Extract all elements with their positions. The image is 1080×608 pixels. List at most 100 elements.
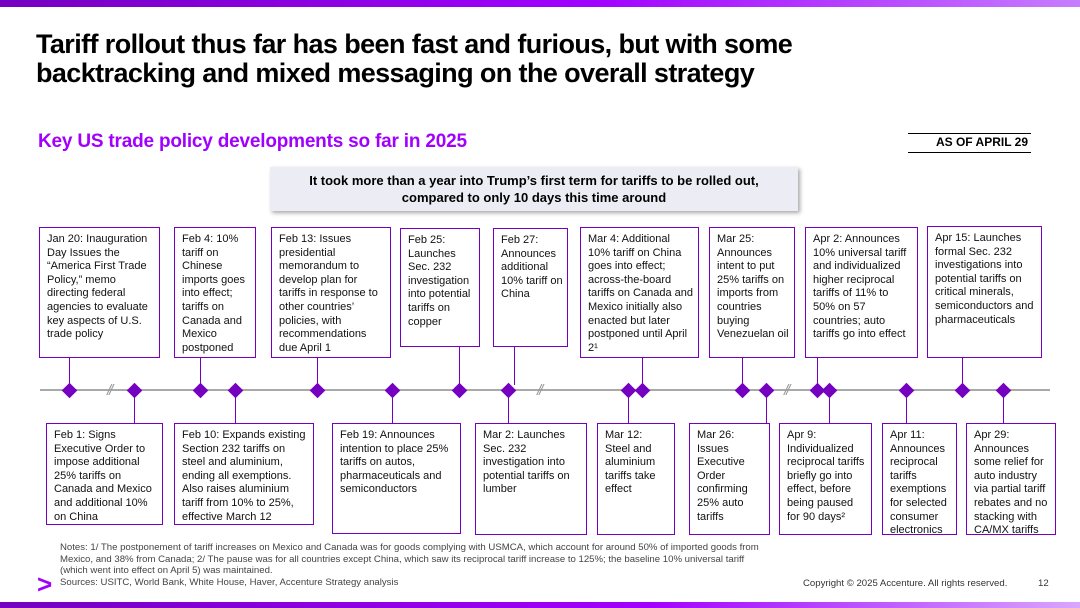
event-card-mar26: Mar 26: Issues Executive Order confirmin…: [689, 423, 770, 535]
event-text: Announces intent to put 25% tariffs on i…: [717, 246, 789, 341]
event-date: Feb 4:: [182, 233, 217, 245]
timeline-marker: [995, 382, 1012, 399]
event-card-feb10: Feb 10: Expands existing Section 232 tar…: [174, 423, 314, 525]
connector-line: [766, 395, 767, 423]
event-text: Launches Sec. 232 investigation into pot…: [483, 429, 570, 496]
event-date: Feb 25:: [408, 234, 446, 246]
event-text: Launches Sec. 232 investigation into pot…: [408, 247, 471, 328]
accenture-logo-icon: >: [37, 569, 53, 599]
connector-line: [628, 395, 629, 423]
timeline-break: //: [107, 382, 114, 399]
timeline-marker: [61, 382, 78, 399]
event-text: Announces some relief for auto industry …: [974, 442, 1048, 535]
event-card-mar12: Mar 12: Steel and aluminium tariffs take…: [597, 423, 675, 535]
connector-line: [962, 358, 963, 385]
connector-line: [235, 395, 236, 423]
timeline-marker: [500, 382, 517, 399]
event-card-feb13: Feb 13: Issues presidential memorandum t…: [271, 227, 391, 358]
connector-line: [134, 395, 135, 423]
timeline-axis: [40, 389, 1050, 391]
event-date: Apr 29:: [974, 429, 1010, 441]
event-date: Feb 19:: [340, 429, 380, 441]
event-date: Apr 15:: [935, 232, 974, 244]
event-date: Apr 9:: [787, 429, 817, 441]
connector-line: [508, 395, 509, 423]
event-card-feb27: Feb 27: Announces additional 10% tariff …: [493, 228, 568, 347]
slide-title: Tariff rollout thus far has been fast an…: [36, 29, 793, 88]
timeline-marker: [954, 382, 971, 399]
event-text: Individualized reciprocal tariffs briefl…: [787, 442, 865, 523]
event-card-mar2: Mar 2: Launches Sec. 232 investigation i…: [475, 423, 587, 535]
connector-line: [1003, 395, 1004, 423]
connector-line: [742, 358, 743, 385]
timeline-break: //: [784, 382, 791, 399]
note-line: Notes: 1/ The postponement of tariff inc…: [60, 542, 759, 553]
event-card-feb19: Feb 19: Announces intention to place 25%…: [332, 423, 461, 534]
event-card-apr29: Apr 29: Announces some relief for auto i…: [966, 423, 1056, 535]
event-card-feb4: Feb 4: 10% tariff on Chinese imports goe…: [174, 227, 256, 358]
connector-line: [69, 358, 70, 385]
connector-line: [829, 395, 830, 423]
event-text: Announces intention to place 25% tariffs…: [340, 429, 449, 496]
timeline-marker: [821, 382, 838, 399]
top-accent-bar: [0, 0, 1080, 7]
timeline-marker: [634, 382, 651, 399]
event-date: Mar 25:: [717, 233, 755, 245]
timeline-marker: [451, 382, 468, 399]
event-date: Mar 12:: [605, 429, 643, 441]
event-text: Issues the “America First Trade Policy,”…: [47, 246, 148, 341]
connector-line: [392, 395, 393, 423]
event-date: Feb 27:: [501, 234, 539, 246]
event-text: Launches formal Sec. 232 investigations …: [935, 232, 1034, 326]
event-date: Jan 20: Inauguration Day: [47, 233, 148, 259]
timeline-marker: [227, 382, 244, 399]
event-card-apr9: Apr 9: Individualized reciprocal tariffs…: [779, 423, 872, 535]
footnotes: Notes: 1/ The postponement of tariff inc…: [60, 542, 880, 588]
callout-line-2: compared to only 10 days this time aroun…: [401, 190, 667, 205]
timeline-marker: [192, 382, 209, 399]
event-date: Mar 4:: [588, 233, 622, 245]
event-text: 10% tariff on Chinese imports goes into …: [182, 233, 245, 354]
event-card-mar25: Mar 25: Announces intent to put 25% tari…: [709, 227, 795, 358]
event-card-jan20: Jan 20: Inauguration Day Issues the “Ame…: [39, 227, 160, 358]
event-text: Additional 10% tariff on China goes into…: [588, 233, 693, 354]
note-line: (which went into effect on April 5) was …: [60, 565, 273, 576]
event-text: Announces additional 10% tariff on China: [501, 247, 563, 301]
sources-line: Sources: USITC, World Bank, White House,…: [60, 576, 399, 588]
event-date: Feb 10:: [182, 429, 223, 441]
connector-line: [514, 347, 515, 385]
section-subtitle: Key US trade policy developments so far …: [38, 131, 467, 152]
timeline-marker: [309, 382, 326, 399]
event-text: Steel and aluminium tariffs take effect: [605, 442, 656, 496]
event-card-mar4: Mar 4: Additional 10% tariff on China go…: [580, 227, 699, 358]
copyright: Copyright © 2025 Accenture. All rights r…: [803, 578, 1008, 589]
event-text: Announces 10% universal tariff and indiv…: [813, 233, 907, 341]
event-text: Signs Executive Order to impose addition…: [54, 429, 152, 523]
event-card-apr11: Apr 11: Announces reciprocal tariffs exe…: [882, 423, 957, 535]
event-date: Feb 13:: [279, 233, 320, 245]
callout-line-1: It took more than a year into Trump’s fi…: [309, 173, 759, 188]
event-date: Mar 2:: [483, 429, 518, 441]
connector-line: [642, 358, 643, 385]
connector-line: [200, 358, 201, 385]
connector-line: [317, 358, 318, 385]
timeline-marker: [898, 382, 915, 399]
bottom-accent-bar: [0, 602, 1080, 608]
event-text: Expands existing Section 232 tariffs on …: [182, 429, 306, 523]
as-of-label: AS OF APRIL 29: [908, 133, 1031, 153]
event-date: Apr 11:: [890, 429, 925, 441]
event-date: Feb 1:: [54, 429, 89, 441]
event-text: Issues Executive Order confirming 25% au…: [697, 442, 748, 523]
event-text: Announces reciprocal tariffs exemptions …: [890, 442, 947, 535]
timeline-break: //: [537, 382, 544, 399]
event-card-feb1: Feb 1: Signs Executive Order to impose a…: [46, 423, 163, 525]
connector-line: [906, 395, 907, 423]
callout-box: It took more than a year into Trump’s fi…: [270, 167, 798, 211]
event-card-feb25: Feb 25: Launches Sec. 232 investigation …: [400, 228, 480, 347]
timeline-marker: [126, 382, 143, 399]
note-line: Mexico, and 38% from Canada; 2/ The paus…: [60, 553, 745, 565]
event-card-apr2: Apr 2: Announces 10% universal tariff an…: [805, 227, 918, 358]
timeline-marker: [758, 382, 775, 399]
event-card-apr15: Apr 15: Launches formal Sec. 232 investi…: [927, 226, 1042, 358]
event-date: Apr 2:: [813, 233, 845, 245]
